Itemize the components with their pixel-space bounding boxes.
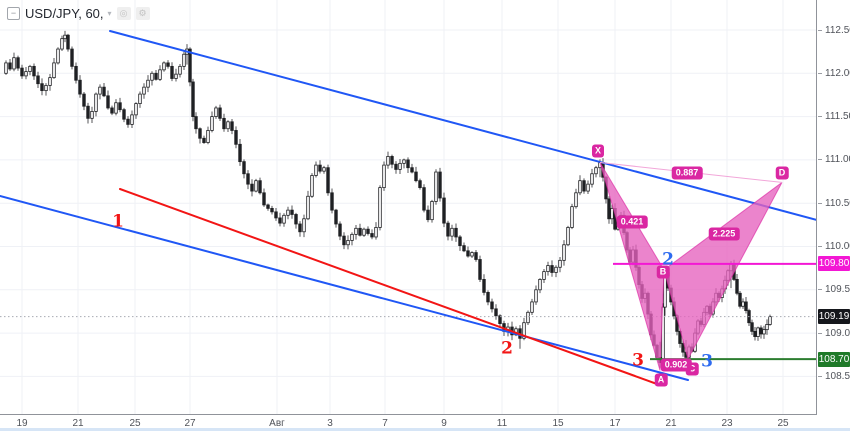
- time-axis-label: 21: [665, 418, 677, 429]
- time-axis-label: 23: [721, 418, 733, 429]
- time-axis-label: 9: [441, 418, 447, 429]
- time-axis-label: Авг: [269, 418, 285, 429]
- legend-collapse-icon[interactable]: −: [7, 7, 20, 20]
- axis-tick: [818, 116, 822, 118]
- price-axis-label: 112.00: [818, 67, 850, 79]
- time-axis-label: 11: [496, 418, 508, 429]
- time-axis-label: 15: [552, 418, 564, 429]
- channel-lower-line[interactable]: [0, 195, 689, 381]
- last-price-tag: 109.19: [818, 309, 850, 325]
- price-axis-label: 110.50: [818, 197, 850, 209]
- price-axis-label: 112.50: [818, 24, 850, 36]
- xabcd-triangle-xab[interactable]: [599, 162, 665, 371]
- time-axis-label: 27: [184, 418, 196, 429]
- price-tag-108.70: 108.70: [818, 351, 850, 367]
- axis-tick: [818, 246, 822, 247]
- price-axis-label: 109.00: [818, 327, 850, 339]
- bottom-strip: [0, 428, 850, 431]
- price-axis-label: 110.00: [818, 241, 850, 253]
- symbol-title[interactable]: USD/JPY, 60,: [25, 6, 104, 21]
- time-axis-label: 19: [16, 418, 28, 429]
- axis-tick: [818, 332, 822, 334]
- time-axis-label: 17: [609, 418, 621, 429]
- axis-tick: [818, 289, 822, 291]
- price-axis-label: 111.50: [818, 111, 850, 123]
- axis-tick: [818, 29, 822, 31]
- time-axis[interactable]: 19 21 25 27 Авг 3 7 9 11 15 17 21 23 25: [0, 416, 850, 430]
- axis-tick: [818, 72, 822, 74]
- symbol-legend[interactable]: − USD/JPY, 60, ▾ ◎ ⚙: [7, 6, 150, 21]
- downtrend-red-line[interactable]: [119, 188, 658, 385]
- xabcd-xd-line: [599, 162, 783, 183]
- time-axis-label: 3: [327, 418, 333, 429]
- xabcd-triangle-bcd[interactable]: [663, 182, 783, 361]
- eye-icon[interactable]: ◎: [116, 7, 131, 20]
- chart-pane[interactable]: X A B C D 0.887 0.421 2.225 0.902 1 2 3 2 3: [0, 0, 817, 415]
- time-axis-label: 25: [777, 418, 789, 429]
- price-axis-label: 108.50: [818, 370, 850, 382]
- chevron-down-icon[interactable]: ▾: [107, 9, 112, 18]
- settings-icon[interactable]: ⚙: [135, 7, 150, 20]
- price-chart[interactable]: [0, 0, 817, 415]
- axis-tick: [818, 202, 822, 204]
- price-axis[interactable]: 112.50 112.00 111.50 111.00 110.50 110.00 109.…: [818, 0, 850, 415]
- time-axis-label: 7: [382, 418, 388, 429]
- price-axis-label: 111.00: [818, 154, 850, 166]
- price-tag-109.80: 109.80: [818, 256, 850, 272]
- axis-tick: [818, 375, 822, 377]
- price-axis-label: 109.50: [818, 284, 850, 296]
- time-axis-label: 21: [72, 418, 84, 429]
- time-axis-label: 25: [129, 418, 141, 429]
- channel-upper-line[interactable]: [109, 30, 817, 221]
- axis-tick: [818, 159, 822, 161]
